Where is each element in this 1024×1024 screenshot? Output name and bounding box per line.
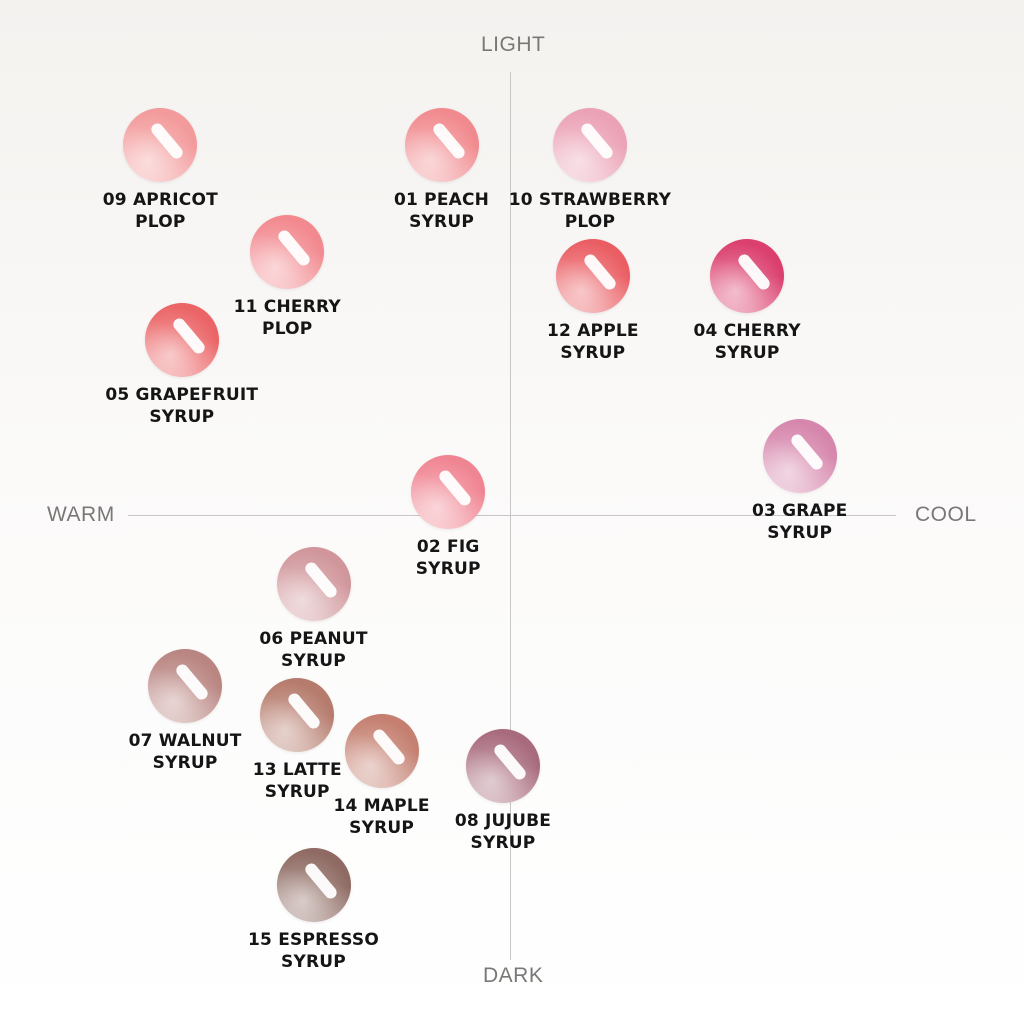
shade-name-line2: SYRUP [281, 650, 346, 671]
shade-color-dot [555, 238, 630, 313]
shade-name-line1: 09 APRICOT [102, 190, 218, 211]
shade-name-line2: PLOP [135, 212, 186, 233]
shade-name: 05 GRAPEFRUIT SYRUP [82, 384, 282, 428]
shade-name: 11 CHERRY PLOP [187, 296, 387, 340]
shade-name-line2: SYRUP [714, 342, 780, 363]
shade-name-line1: 07 WALNUT [128, 731, 242, 752]
shade-name-line2: SYRUP [349, 817, 415, 838]
shade-name-line1: 08 JUJUBE [454, 811, 552, 832]
shade-name: 12 APPLE SYRUP [493, 320, 693, 364]
shade-color-dot [411, 454, 486, 529]
shade-name: 09 APRICOT PLOP [60, 189, 260, 233]
shade-color-dot [260, 677, 335, 752]
shade-name-line2: SYRUP [767, 522, 833, 543]
shade-name-line1: 02 FIG [416, 536, 480, 557]
shade-name-line1: 11 CHERRY [233, 297, 341, 317]
shade-name-line1: 04 CHERRY [693, 320, 801, 341]
shade-color-dot [144, 303, 219, 378]
shade-name: 03 GRAPE SYRUP [700, 500, 900, 544]
shade-name-line2: SYRUP [560, 342, 626, 363]
shade-color-dot [762, 418, 837, 493]
shade-color-dot [465, 729, 540, 804]
shade-name-line2: PLOP [564, 212, 616, 233]
shade-name: 06 PEANUT SYRUP [214, 628, 414, 672]
shade-name-line2: SYRUP [415, 558, 481, 579]
shade-name: 13 LATTE SYRUP [197, 759, 397, 803]
shade-name: 08 JUJUBE SYRUP [403, 810, 603, 854]
shade-name-line2: SYRUP [264, 781, 330, 802]
shade-color-dot [250, 215, 325, 289]
shade-name: 15 ESPRESSO SYRUP [214, 929, 414, 973]
shade-name-line2: SYRUP [281, 952, 346, 973]
shade-name-line1: 12 APPLE [547, 320, 639, 341]
shade-name-line2: SYRUP [409, 212, 474, 233]
shade-color-dot [276, 848, 351, 923]
shade-name: 07 WALNUT SYRUP [85, 730, 285, 774]
shade-name: 04 CHERRY SYRUP [647, 320, 847, 364]
shade-name-line1: 10 STRAWBERRY [508, 190, 672, 211]
axis-label-light: LIGHT [481, 33, 546, 56]
shade-name-line2: SYRUP [470, 833, 536, 854]
shade-name-line1: 15 ESPRESSO [248, 930, 379, 951]
shade-color-dot [344, 713, 419, 788]
shade-color-dot [552, 108, 627, 183]
shade-name-line1: 13 LATTE [252, 759, 342, 780]
shade-color-dot [710, 238, 785, 313]
shade-color-dot [123, 108, 198, 183]
shade-name: 01 PEACH SYRUP [342, 189, 542, 233]
vertical-axis-line [510, 72, 511, 960]
axis-label-warm: WARM [47, 503, 115, 526]
axis-label-dark: DARK [483, 964, 544, 987]
shade-color-dot [404, 108, 479, 183]
axis-label-cool: COOL [915, 503, 977, 526]
shade-name-line1: 14 MAPLE [333, 795, 430, 816]
shade-name-line1: 06 PEANUT [259, 628, 368, 649]
shade-name: 14 MAPLE SYRUP [282, 795, 482, 839]
shade-name-line2: SYRUP [149, 407, 215, 428]
shade-name-line1: 05 GRAPEFRUIT [105, 385, 259, 406]
shade-name-line2: PLOP [262, 319, 313, 339]
shade-name: 10 STRAWBERRY PLOP [490, 189, 690, 233]
shade-name-line1: 03 GRAPE [751, 500, 848, 521]
shade-color-dot [276, 546, 351, 621]
horizontal-axis-line [128, 515, 896, 516]
shade-color-dot [148, 649, 223, 724]
shade-name: 02 FIG SYRUP [348, 536, 548, 580]
shade-name-line2: SYRUP [152, 753, 218, 774]
shade-name-line1: 01 PEACH [393, 190, 490, 211]
